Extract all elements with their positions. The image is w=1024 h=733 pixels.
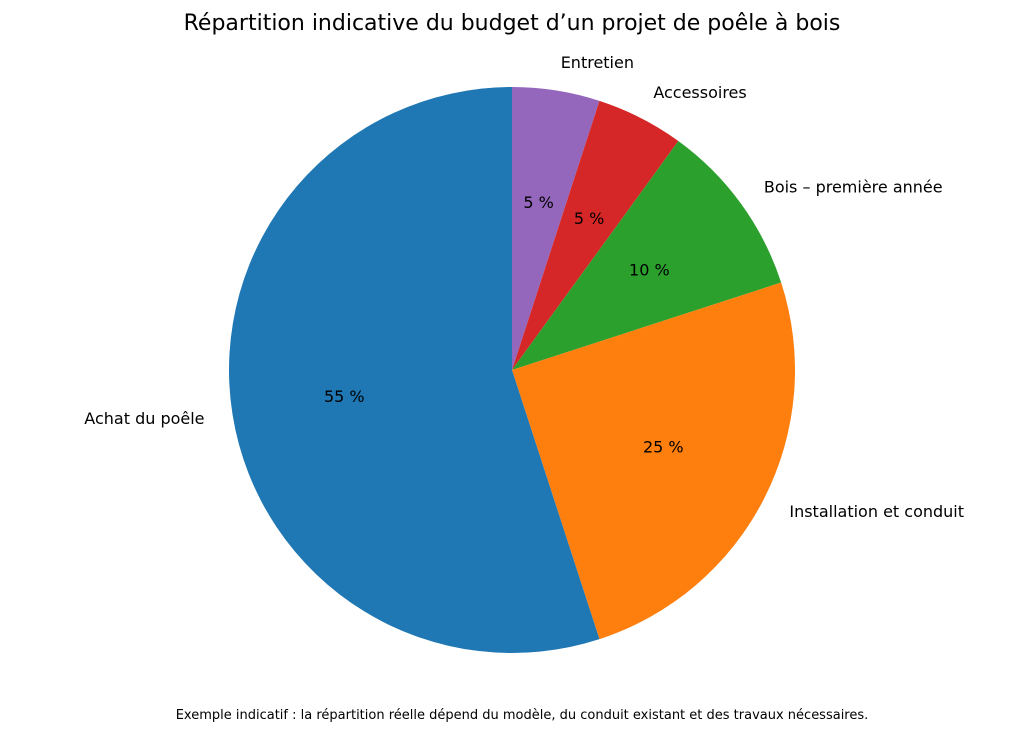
pie-slice [512, 100, 679, 370]
chart-footnote: Exemple indicatif : la répartition réell… [176, 708, 869, 723]
slice-percentage-label: 10 % [629, 261, 670, 280]
slice-category-label: Achat du poêle [84, 409, 204, 428]
pie-slice [228, 87, 600, 653]
category-labels: Entretien Accessoires Bois – première anné… [84, 53, 964, 521]
chart-title: Répartition indicative du budget d’un pr… [184, 11, 841, 36]
slice-percentage-label: 5 % [523, 193, 553, 212]
pie-slice [512, 141, 782, 370]
pie-slice [512, 282, 795, 640]
slice-category-label: Installation et conduit [789, 502, 964, 521]
slice-percentage-label: 55 % [324, 387, 365, 406]
pie-slice [512, 87, 600, 370]
pie-slices [228, 87, 795, 653]
slice-percentage-label: 25 % [643, 438, 684, 457]
slice-category-label: Bois – première année [764, 178, 943, 197]
slice-category-label: Entretien [561, 53, 634, 72]
percentage-labels: 5 % 5 % 10 % 25 % 55 % [324, 193, 684, 457]
slice-percentage-label: 5 % [574, 209, 604, 228]
slice-category-label: Accessoires [653, 83, 746, 102]
